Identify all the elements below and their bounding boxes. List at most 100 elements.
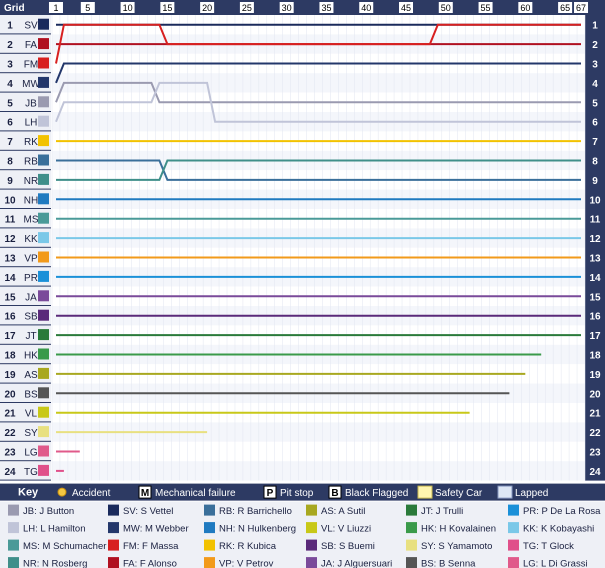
x-tick-box [399, 2, 414, 13]
x-tick-label: 25 [242, 3, 252, 13]
key-swatch-hk [406, 522, 417, 534]
grid-driver-code: FM [24, 60, 38, 71]
key-swatch-kk [508, 522, 519, 534]
grid-driver-code: NR [24, 176, 38, 187]
grid-driver-swatch [38, 38, 49, 50]
grid-driver-swatch [38, 154, 49, 166]
grid-position-number: 6 [7, 118, 13, 129]
series-line-lh [55, 81, 581, 123]
x-tick-label: 20 [202, 3, 212, 13]
grid-driver-swatch [38, 464, 49, 476]
key-label-ms: MS: M Schumacher [23, 541, 106, 552]
x-tick-box [438, 2, 453, 13]
final-position-number: 21 [589, 409, 601, 420]
x-tick-label: 65 [560, 3, 570, 13]
grid-driver-swatch [38, 57, 49, 69]
legend-symbol-label: Black Flagged [345, 488, 408, 499]
grid-driver-swatch [38, 173, 49, 185]
key-swatch-sb [306, 539, 317, 551]
grid-driver-code: JA [25, 292, 37, 303]
key-swatch-vp [204, 557, 215, 568]
grid-driver-code: LG [24, 448, 38, 459]
grid-driver-swatch [38, 232, 49, 244]
x-tick-label: 67 [576, 3, 586, 13]
grid-driver-code: RK [24, 137, 38, 148]
key-label-nr: NR: N Rosberg [23, 559, 87, 568]
final-position-number: 15 [589, 292, 601, 303]
row-band [52, 422, 585, 442]
series-line-mw [55, 62, 581, 84]
key-swatch-as [306, 504, 317, 516]
key-label-pr: PR: P De La Rosa [523, 506, 601, 517]
key-label-sb: SB: S Buemi [321, 541, 375, 552]
legend-symbol-label: Lapped [515, 488, 548, 499]
legend-symbol-label: Accident [72, 488, 111, 499]
grid-position-number: 10 [4, 195, 16, 206]
grid-driver-swatch [38, 270, 49, 282]
key-label-sv: SV: S Vettel [123, 506, 173, 517]
key-label-mw: MW: M Webber [123, 524, 189, 535]
final-position-number: 14 [589, 273, 601, 284]
key-swatch-nh [204, 522, 215, 534]
black-icon-box [328, 485, 342, 499]
driver-key-bg [0, 501, 605, 568]
mech-icon-box [138, 485, 152, 499]
key-label-kk: KK: K Kobayashi [523, 524, 594, 535]
final-position-number: 6 [592, 118, 598, 129]
grid-driver-code: PR [24, 273, 38, 284]
final-position-number: 9 [592, 176, 598, 187]
grid-position-number: 12 [4, 234, 16, 245]
grid-driver-code: SY [24, 428, 38, 439]
final-position-number: 22 [589, 428, 601, 439]
final-position-number: 8 [592, 157, 598, 168]
key-label-nh: NH: N Hulkenberg [219, 524, 296, 535]
legend-title: Key [18, 487, 39, 499]
final-position-number: 3 [592, 60, 598, 71]
grid-position-number: 16 [4, 312, 16, 323]
x-tick-box [319, 2, 334, 13]
x-tick-label: 1 [53, 3, 58, 13]
grid-driver-swatch [38, 290, 49, 302]
key-swatch-pr [508, 504, 519, 516]
key-label-fm: FM: F Massa [123, 541, 179, 552]
x-tick-label: 55 [481, 3, 491, 13]
final-position-number: 16 [589, 312, 601, 323]
final-position-number: 11 [590, 215, 601, 226]
row-band [52, 441, 585, 462]
grid-position-number: 15 [4, 292, 16, 303]
grid-position-number: 3 [7, 60, 13, 71]
final-position-number: 17 [589, 331, 601, 342]
x-tick-box [478, 2, 493, 13]
final-position-number: 10 [589, 195, 601, 206]
key-swatch-mw [108, 522, 119, 534]
grid-position-number: 19 [4, 370, 16, 381]
key-swatch-jt [406, 504, 417, 516]
key-swatch-lg [508, 557, 519, 568]
key-label-fa: FA: F Alonso [123, 559, 177, 568]
grid-position-number: 18 [4, 351, 16, 362]
x-tick-label: 45 [401, 3, 411, 13]
x-tick-label: 50 [441, 3, 451, 13]
grid-driver-swatch [38, 212, 49, 224]
key-swatch-ja [306, 557, 317, 568]
x-tick-label: 15 [162, 3, 172, 13]
grid-position-number: 17 [4, 331, 16, 342]
grid-position-number: 23 [4, 448, 16, 459]
key-label-rk: RK: R Kubica [219, 541, 277, 552]
final-position-number: 20 [589, 389, 601, 400]
key-swatch-sy [406, 539, 417, 551]
series-line-jb [55, 81, 581, 104]
key-swatch-rb [204, 504, 215, 516]
legend-symbol-label: Pit stop [280, 488, 314, 499]
grid-driver-swatch [38, 96, 49, 108]
x-tick-box [279, 2, 294, 13]
key-swatch-fa [108, 557, 119, 568]
final-position-number: 13 [589, 254, 601, 265]
x-tick-box [160, 2, 175, 13]
grid-position-number: 13 [4, 254, 16, 265]
grid-driver-code: NH [24, 195, 38, 206]
final-position-number: 23 [589, 448, 601, 459]
grid-driver-swatch [38, 387, 49, 399]
grid-driver-code: VL [25, 409, 38, 420]
